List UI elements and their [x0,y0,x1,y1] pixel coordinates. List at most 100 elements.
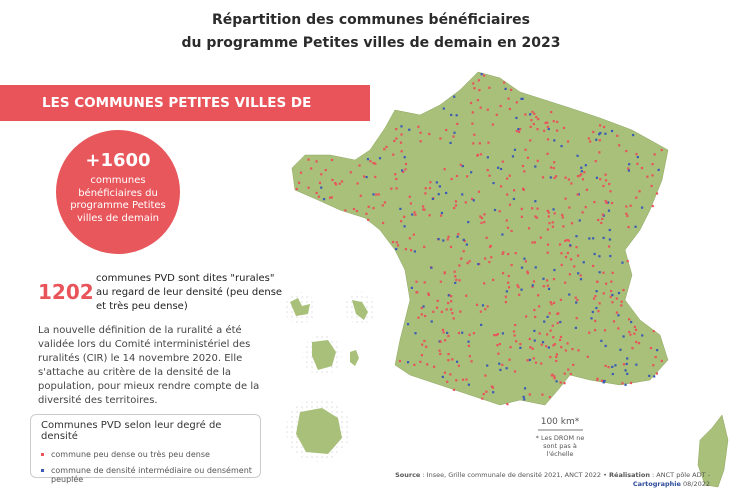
commune-dot [610,129,614,133]
commune-dot [522,187,525,190]
commune-dot [590,317,593,320]
commune-dot [467,340,470,343]
commune-dot [546,125,550,129]
commune-dot [593,252,596,256]
commune-dot [413,363,416,366]
highlight-text: communes bénéficiaires du programme Peti… [70,175,166,224]
commune-dot [514,252,517,255]
commune-dot [551,221,554,224]
commune-dot [580,166,583,169]
commune-dot [552,167,555,170]
commune-dot [553,139,556,142]
commune-dot [598,255,601,258]
commune-dot [420,306,423,310]
commune-dot [455,114,458,117]
commune-dot [557,312,560,315]
commune-dot [591,310,594,314]
drom-martinique [352,300,368,320]
commune-dot [366,158,370,161]
commune-dot [526,270,529,273]
commune-dot [432,365,436,368]
commune-dot [419,140,422,143]
commune-dot [484,257,487,260]
commune-dot [445,308,448,311]
commune-dot [415,291,418,294]
commune-dot [486,156,489,159]
commune-dot [516,284,519,287]
commune-dot [552,344,555,347]
commune-dot [470,197,474,200]
commune-dot [422,305,425,308]
commune-dot [529,113,532,116]
commune-dot [428,214,431,217]
commune-dot [320,173,323,176]
commune-dot [372,162,375,165]
commune-dot [566,251,569,255]
commune-dot [531,110,534,114]
commune-dot [564,197,567,200]
commune-dot [446,380,449,383]
commune-dot [472,142,475,145]
highlight-value: +1600 [85,150,151,171]
commune-dot [412,233,415,236]
commune-dot [609,254,612,258]
corsica [697,414,729,488]
commune-dot [320,186,323,189]
commune-dot [479,215,482,218]
commune-dot [463,239,466,243]
commune-dot [403,225,406,228]
commune-dot [597,218,600,222]
commune-dot [499,185,503,188]
commune-dot [551,324,554,327]
legend-label: commune peu dense ou très peu dense [51,450,210,459]
commune-dot [503,81,506,84]
commune-dot [629,333,632,336]
commune-dot [509,346,512,349]
commune-dot [549,355,552,359]
commune-dot [609,295,612,298]
commune-dot [549,329,552,332]
rural-count: 1202 [38,280,94,304]
drom-mayotte [350,350,359,366]
legend-item-rural: commune peu dense ou très peu dense [41,450,260,459]
commune-dot [400,220,403,223]
commune-dot [558,243,562,246]
commune-dot [534,315,537,319]
commune-dot [604,132,607,135]
commune-dot [465,243,468,246]
commune-dot [449,308,453,311]
title-line-2: du programme Petites villes de demain en… [181,35,561,51]
commune-dot [580,173,583,176]
commune-dot [595,290,598,293]
commune-dot [596,378,599,382]
commune-dot [533,329,536,332]
commune-dot [626,214,629,218]
commune-dot [501,363,504,366]
commune-dot [419,360,422,363]
commune-dot [419,131,422,134]
commune-dot [635,363,638,366]
commune-dot [626,372,629,375]
commune-dot [579,278,583,281]
commune-dot [404,168,407,171]
commune-dot [470,171,473,174]
commune-dot [460,257,463,260]
commune-dot [492,391,495,394]
commune-dot [482,74,486,77]
commune-dot [610,201,614,205]
commune-dot [567,368,570,371]
commune-dot [510,229,513,233]
commune-dot [611,301,614,304]
commune-dot [408,128,411,131]
commune-dot [569,244,572,247]
commune-dot [641,334,644,337]
commune-dot [609,190,612,193]
commune-dot [492,278,495,281]
commune-dot [471,122,474,125]
commune-dot [469,101,473,105]
commune-dot [608,238,611,241]
commune-dot [501,272,505,275]
commune-dot [315,191,318,195]
commune-dot [461,378,465,381]
commune-dot [483,213,486,216]
